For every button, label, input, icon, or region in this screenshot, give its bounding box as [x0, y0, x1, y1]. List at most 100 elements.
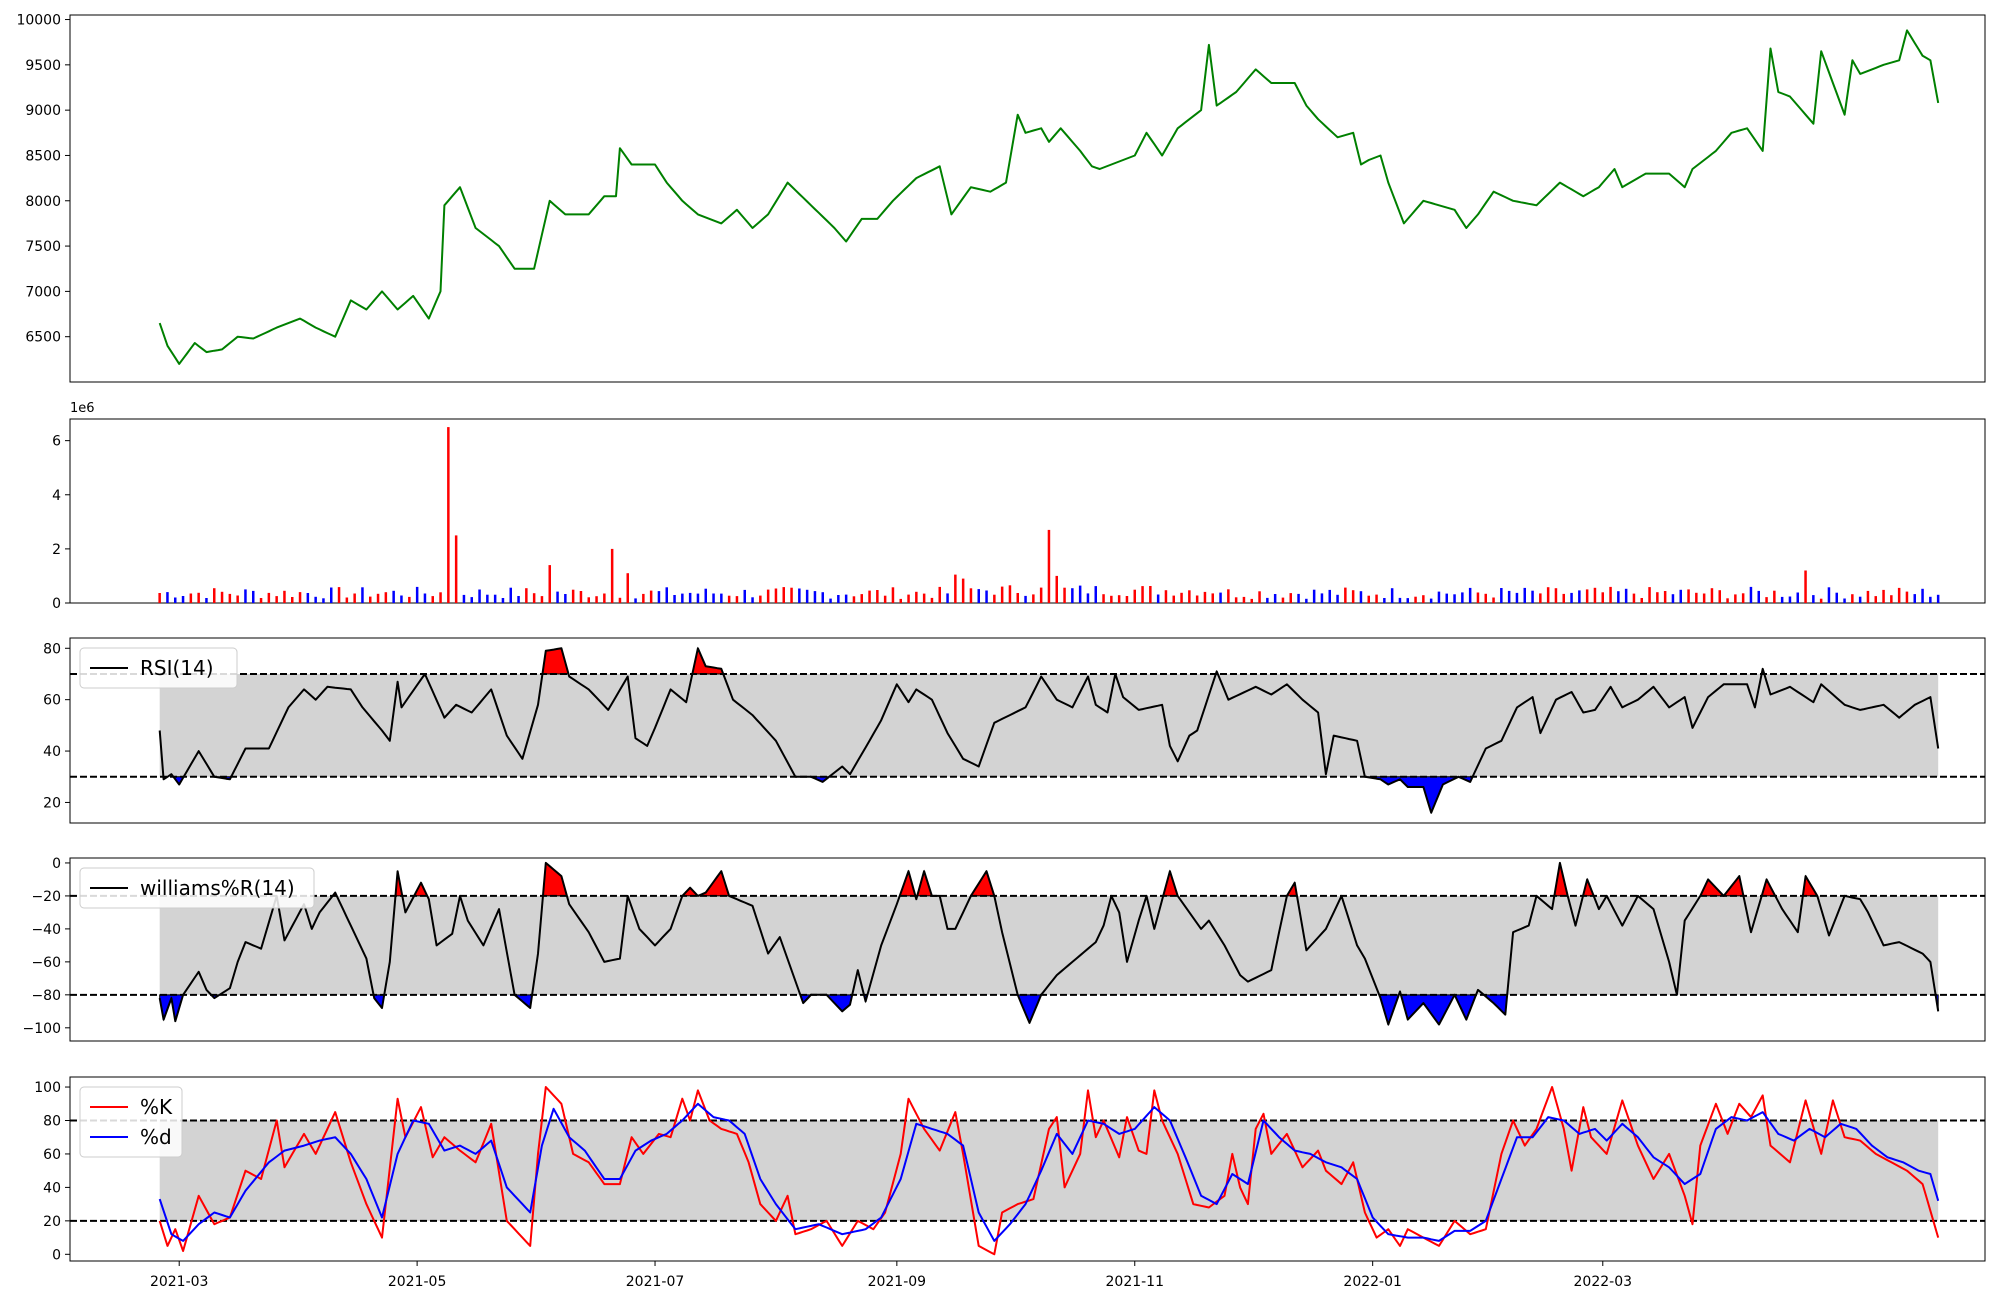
volume-bar: [571, 589, 575, 603]
volume-bar: [1195, 595, 1199, 603]
volume-bar: [1429, 598, 1433, 603]
volume-bar: [1180, 592, 1183, 603]
volume-bar: [1297, 593, 1300, 603]
volume-bar: [174, 597, 177, 603]
volume-bar: [345, 597, 349, 603]
volume-bar: [330, 587, 333, 603]
volume-bar: [1835, 592, 1838, 603]
volume-bar: [961, 578, 965, 603]
volume-bar: [1702, 593, 1706, 603]
volume-bar: [548, 565, 551, 603]
volume-bar: [1741, 593, 1745, 603]
volume-bar: [1000, 586, 1004, 603]
price-ytick-label: 7500: [25, 239, 61, 255]
volume-bar: [1585, 589, 1589, 603]
volume-bar: [618, 597, 622, 603]
volume-bar: [1866, 590, 1870, 603]
volume-bar: [1211, 593, 1214, 603]
volume-bar: [712, 593, 715, 603]
volume-ytick-label: 0: [52, 596, 61, 612]
volume-bar: [1843, 598, 1846, 603]
volume-bar: [1172, 595, 1175, 603]
volume-bar: [1500, 588, 1503, 603]
williams-ytick-label: −100: [23, 1021, 61, 1037]
volume-bar: [1032, 594, 1035, 603]
volume-bar: [1531, 590, 1534, 603]
rsi-ytick-label: 60: [43, 693, 61, 709]
volume-bar: [837, 595, 840, 603]
volume-bar: [1671, 594, 1675, 603]
volume-bar: [938, 586, 941, 603]
volume-bar: [1796, 592, 1799, 603]
volume-bar: [1367, 595, 1370, 603]
volume-bar: [1757, 590, 1760, 603]
rsi-line: [158, 647, 1940, 814]
volume-bar: [1359, 591, 1363, 603]
volume-bar: [915, 591, 918, 603]
price-ytick-label: 6500: [25, 330, 61, 346]
volume-bar: [1827, 587, 1831, 603]
volume-bar: [1047, 529, 1051, 603]
volume-panel-frame: [69, 418, 1986, 604]
volume-bar: [891, 587, 895, 603]
volume-bar: [1149, 586, 1152, 603]
volume-bar: [314, 596, 317, 603]
volume-bar: [1250, 598, 1253, 603]
volume-bar: [259, 598, 263, 603]
volume-bar: [454, 535, 458, 603]
stoch-legend-label: %K: [140, 1095, 173, 1119]
volume-bar: [1266, 597, 1269, 603]
volume-bar: [1375, 594, 1378, 603]
volume-bar: [423, 593, 427, 603]
volume-bar: [353, 593, 356, 603]
price-line: [158, 29, 1940, 365]
volume-bar: [603, 593, 606, 603]
volume-bar: [868, 590, 871, 603]
volume-bar: [1320, 593, 1324, 603]
volume-bar: [1156, 594, 1160, 603]
volume-bar: [993, 594, 996, 603]
volume-bar: [369, 596, 372, 603]
volume-bar: [1819, 598, 1823, 603]
volume-bar: [158, 593, 161, 603]
volume-bar: [556, 591, 559, 603]
volume-bar: [774, 588, 778, 603]
volume-bar: [1562, 593, 1565, 603]
price-ytick-label: 9500: [25, 58, 61, 74]
volume-bar: [1858, 596, 1862, 603]
volume-bar: [1234, 597, 1238, 603]
volume-bar: [478, 589, 481, 603]
volume-bar: [790, 587, 793, 603]
volume-bar: [977, 589, 980, 603]
volume-bar: [1312, 589, 1316, 603]
volume-bar: [1695, 592, 1698, 603]
volume-bar: [275, 596, 278, 603]
volume-bar: [610, 548, 614, 603]
volume-bar: [1749, 586, 1753, 603]
williams-legend-box: [79, 867, 315, 909]
volume-bar: [244, 589, 247, 603]
volume-bar: [337, 587, 341, 603]
x-tick-label: 2021-05: [388, 1274, 447, 1290]
volume-bar: [649, 590, 653, 603]
rsi-ytick-label: 80: [43, 641, 61, 657]
volume-bar: [829, 598, 832, 603]
volume-ytick-label: 6: [52, 434, 61, 450]
volume-bar: [1546, 587, 1550, 603]
volume-bar: [306, 593, 310, 603]
volume-bar: [462, 594, 466, 603]
volume-bar: [408, 596, 411, 603]
volume-bar: [727, 595, 731, 603]
volume-bar: [197, 592, 200, 603]
volume-bar: [384, 592, 388, 603]
stoch-ytick-label: 60: [43, 1147, 61, 1163]
volume-bar: [876, 590, 879, 603]
volume-bar: [1687, 589, 1690, 603]
williams-ytick-label: −60: [31, 955, 61, 971]
volume-bar: [759, 595, 762, 603]
williams-ytick-label: −20: [31, 889, 61, 905]
volume-bar: [501, 598, 505, 603]
volume-bar: [509, 587, 512, 603]
volume-bar: [579, 591, 583, 603]
